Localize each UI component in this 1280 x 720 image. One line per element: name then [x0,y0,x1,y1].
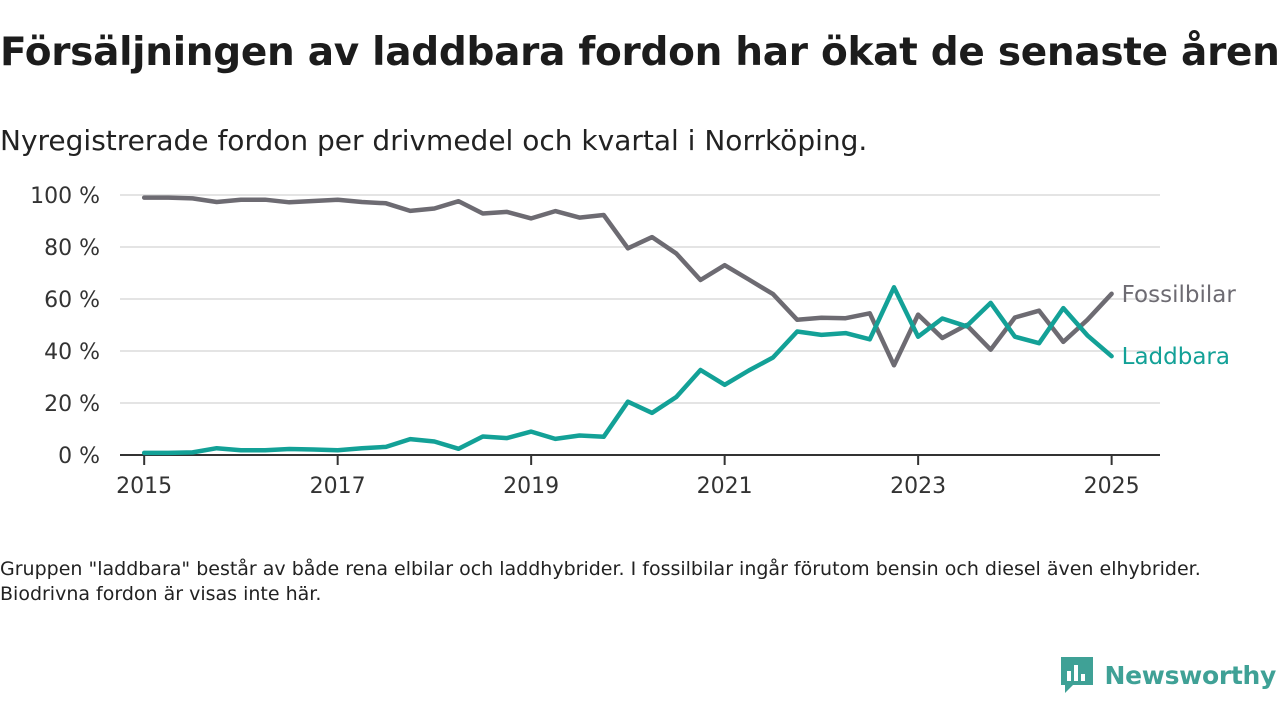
y-axis-tick-labels: 0 % 20 % 40 % 60 % 80 % 100 % [30,184,100,469]
x-tick-label: 2025 [1084,474,1140,499]
series-line-laddbara [141,285,1114,456]
brand: Newsworthy [1059,655,1277,695]
y-tick-label: 80 % [44,236,100,261]
gridlines [120,194,1160,404]
y-tick-label: 0 % [58,444,100,469]
series-label-fossilbilar: Fossilbilar [1122,282,1237,308]
chart-title: Försäljningen av laddbara fordon har öka… [0,30,1280,75]
newsworthy-logo-icon [1060,657,1093,693]
chart-subtitle: Nyregistrerade fordon per drivmedel och … [0,124,868,157]
x-tick-label: 2017 [310,474,366,499]
y-tick-label: 20 % [44,392,100,417]
x-axis: 2015 2017 2019 2021 2023 2025 [116,454,1160,499]
y-tick-label: 60 % [44,288,100,313]
data-series [141,195,1114,456]
x-tick-label: 2023 [890,474,946,499]
x-tick-label: 2019 [503,474,559,499]
x-tick-label: 2021 [697,474,753,499]
line-chart: 0 % 20 % 40 % 60 % 80 % 100 % 2015 2017 2019 202… [30,184,1237,499]
series-labels: Fossilbilar Laddbara [1122,282,1237,370]
series-label-laddbara: Laddbara [1122,344,1230,370]
x-tick-label: 2015 [116,474,172,499]
y-tick-label: 100 % [30,184,100,209]
footnote: Gruppen "laddbara" består av både rena e… [0,558,1201,605]
y-tick-label: 40 % [44,340,100,365]
series-line-fossilbilar [141,195,1114,368]
brand-name: Newsworthy [1104,660,1277,690]
